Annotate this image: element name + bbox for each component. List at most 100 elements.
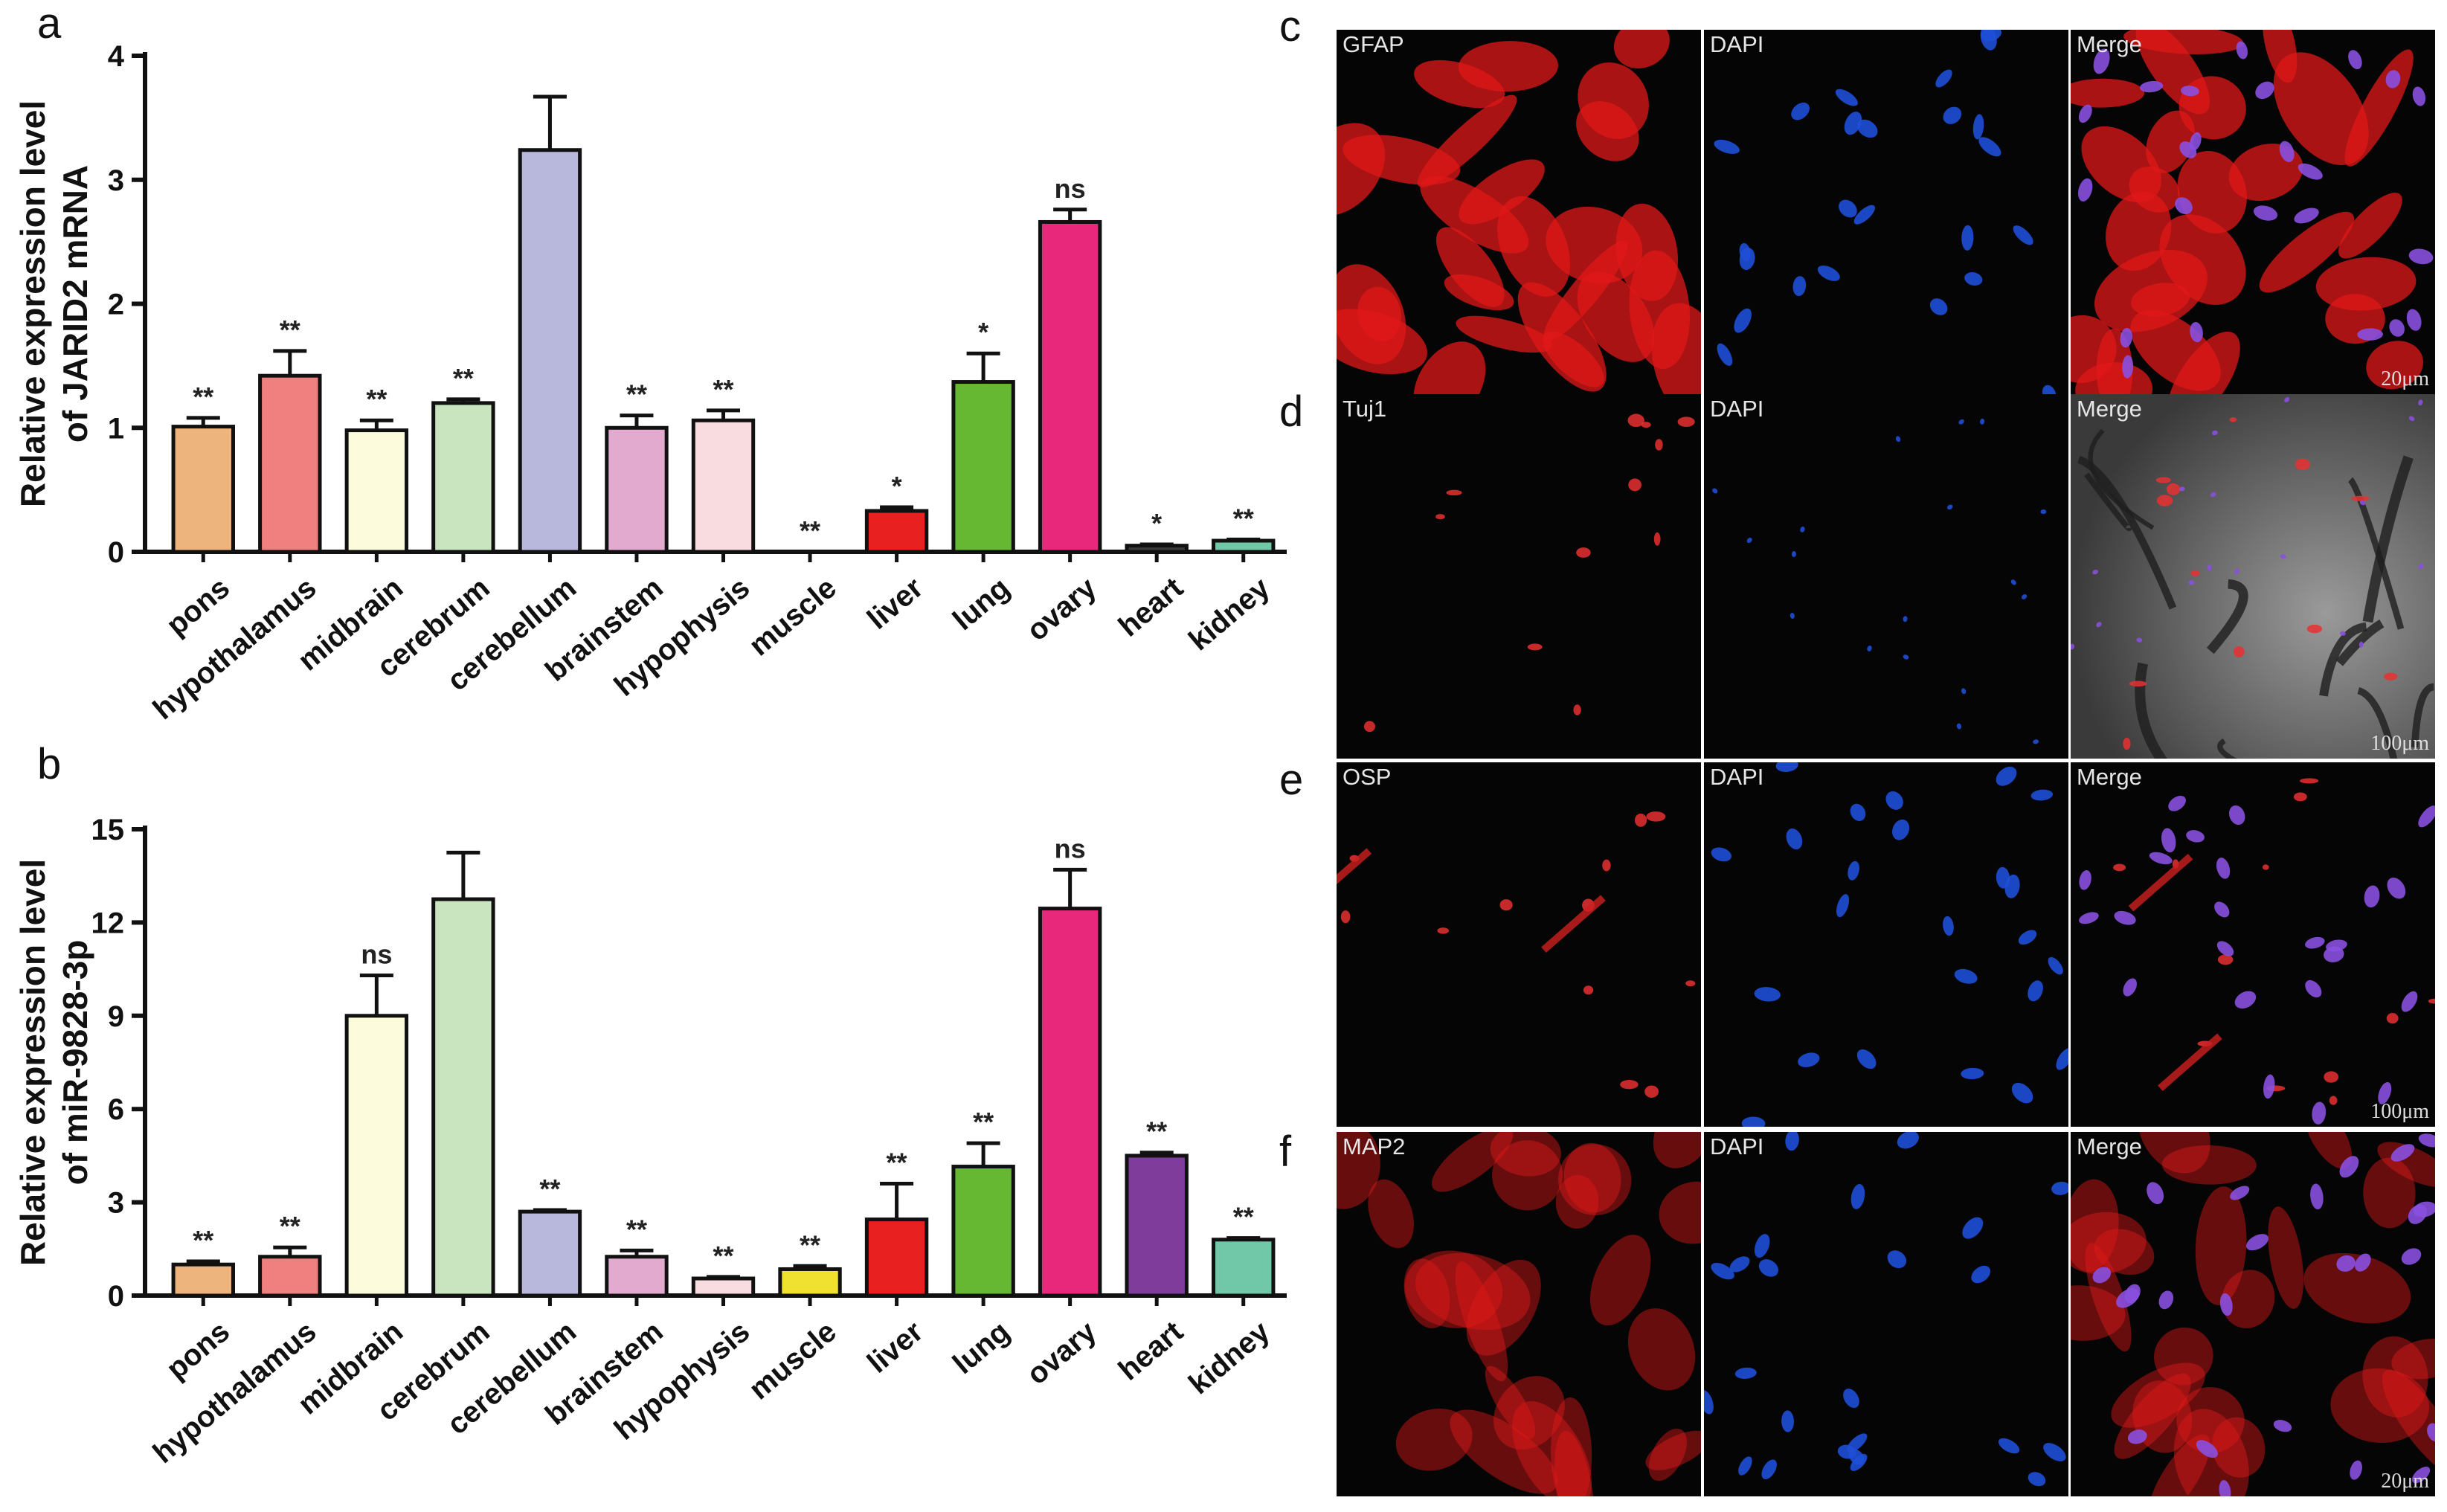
category-label-b-kidney: kidney [1183,1315,1276,1401]
sig-label-b-muscle: ** [800,1229,820,1260]
bar-a-brainstem [605,425,669,554]
chart-a-ylabel-line2: of JARID2 mRNA [56,165,94,443]
panel-label-d: d [1279,387,1304,436]
micrograph-channel-label: MAP2 [1343,1133,1406,1159]
bar-b-ovary [1038,907,1102,1298]
chart-a-ytick-label: 1 [108,412,124,445]
sig-label-b-pons: ** [193,1225,213,1255]
category-label-a-pons: pons [161,571,236,642]
category-label-a-lung: lung [947,571,1016,637]
chart-b-ytick-label: 15 [91,814,125,846]
sig-label-b-kidney: ** [1233,1202,1254,1232]
scale-bar-label: 20μm [2381,367,2429,390]
sig-label-a-brainstem: ** [626,379,647,410]
sig-label-a-lung: * [978,317,988,347]
category-label-b-muscle: muscle [743,1315,843,1406]
bar-a-midbrain [344,428,409,554]
chart-a-ytick-label: 2 [108,289,124,321]
bar-b-hypophysis [691,1276,756,1298]
micrograph-image [1712,418,2047,744]
chart-b-ytick-label: 9 [108,1000,124,1033]
bar-b-midbrain [344,1014,409,1298]
sig-label-b-lung: ** [973,1107,994,1137]
micrograph-image [1363,414,1695,733]
sig-label-a-pons: ** [193,382,213,412]
bar-a-hypothalamus [258,373,322,554]
chart-b-ytick-label: 0 [108,1280,124,1313]
bar-b-brainstem [605,1255,669,1298]
category-label-b-lung: lung [947,1315,1016,1380]
sig-label-b-cerebellum: ** [539,1174,560,1204]
micrograph-d-tuj1: Tuj1 [1337,394,1701,759]
chart-a-ylabel-line1: Relative expression level [13,100,52,507]
sig-label-a-liver: * [892,471,902,501]
bar-b-kidney [1212,1238,1276,1298]
bar-a-pons [171,425,235,554]
micrograph-f-merge: Merge 20μm [2071,1132,2435,1496]
scale-bar-label: 20μm [2381,1470,2429,1493]
bar-a-liver [864,509,929,554]
category-label-b-liver: liver [861,1315,929,1380]
micrograph-image [2071,1132,2435,1496]
micrograph-channel-label: DAPI [1710,764,1764,790]
panel-label-c: c [1279,2,1301,51]
micrograph-image [1337,811,1696,1098]
bar-a-cerebellum [518,148,582,554]
bar-b-cerebrum [431,897,495,1298]
micrograph-channel-label: Merge [2077,396,2142,422]
bar-b-muscle [778,1267,842,1298]
micrograph-c-gfap: GFAP [1337,30,1701,394]
bar-a-cerebrum [431,401,495,554]
sig-label-a-cerebrum: ** [453,363,474,393]
sig-label-b-brainstem: ** [626,1214,647,1244]
sig-label-a-hypophysis: ** [713,374,733,405]
sig-label-b-midbrain: ns [361,939,392,969]
micrograph-image [1337,30,1701,394]
sig-label-a-ovary: ns [1055,173,1086,204]
micrograph-image [1337,1132,1701,1496]
chart-a-ytick-label: 4 [108,40,125,73]
chart-b-ytick-label: 6 [108,1093,124,1126]
micrograph-channel-label: Merge [2077,764,2142,790]
sig-label-a-hypothalamus: ** [280,315,300,345]
sig-label-a-kidney: ** [1233,503,1254,533]
bar-b-cerebellum [518,1209,582,1298]
panel-label-a: a [37,0,62,48]
sig-label-b-hypophysis: ** [713,1241,733,1271]
chart-a-ytick-label: 0 [108,536,124,569]
chart-b-ytick-label: 3 [108,1187,124,1220]
chart-b-ytick-label: 12 [91,907,125,939]
category-label-a-liver: liver [861,571,929,636]
chart-b-ylabel-line1: Relative expression level [13,859,52,1266]
bar-a-lung [951,380,1015,554]
micrograph-image [1714,30,2057,394]
micrograph-channel-label: GFAP [1343,31,1404,57]
micrograph-channel-label: DAPI [1710,31,1764,57]
sig-label-b-hypothalamus: ** [280,1211,300,1241]
bar-a-ovary [1038,219,1102,554]
sig-label-b-liver: ** [887,1148,907,1178]
micrograph-image [1711,762,2068,1127]
bar-a-hypophysis [691,418,756,554]
micrograph-channel-label: DAPI [1710,1133,1764,1159]
bar-b-hypothalamus [258,1255,322,1298]
chart-b-ylabel-line2: of miR-9828-3p [56,940,94,1186]
scale-bar-label: 100μm [2370,1100,2429,1123]
scale-bar-label: 100μm [2370,732,2429,755]
micrograph-e-merge: Merge 100μm [2071,762,2435,1127]
sig-label-a-muscle: ** [800,515,820,546]
micrograph-d-dapi: DAPI [1704,394,2068,759]
micrograph-channel-label: Merge [2077,31,2142,57]
panel-label-e: e [1279,756,1304,804]
sig-label-a-midbrain: ** [366,384,387,414]
micrograph-f-map2: MAP2 [1337,1132,1701,1496]
micrograph-f-dapi: DAPI [1704,1132,2068,1496]
bar-b-lung [951,1165,1015,1298]
bar-a-heart [1125,544,1189,554]
category-label-a-ovary: ovary [1020,571,1103,648]
micrograph-channel-label: OSP [1343,764,1392,790]
micrograph-d-merge: Merge 100μm [2071,394,2435,759]
micrograph-image [1704,1132,2068,1487]
chart-a-ytick-label: 3 [108,164,124,197]
category-label-b-heart: heart [1113,1315,1189,1387]
